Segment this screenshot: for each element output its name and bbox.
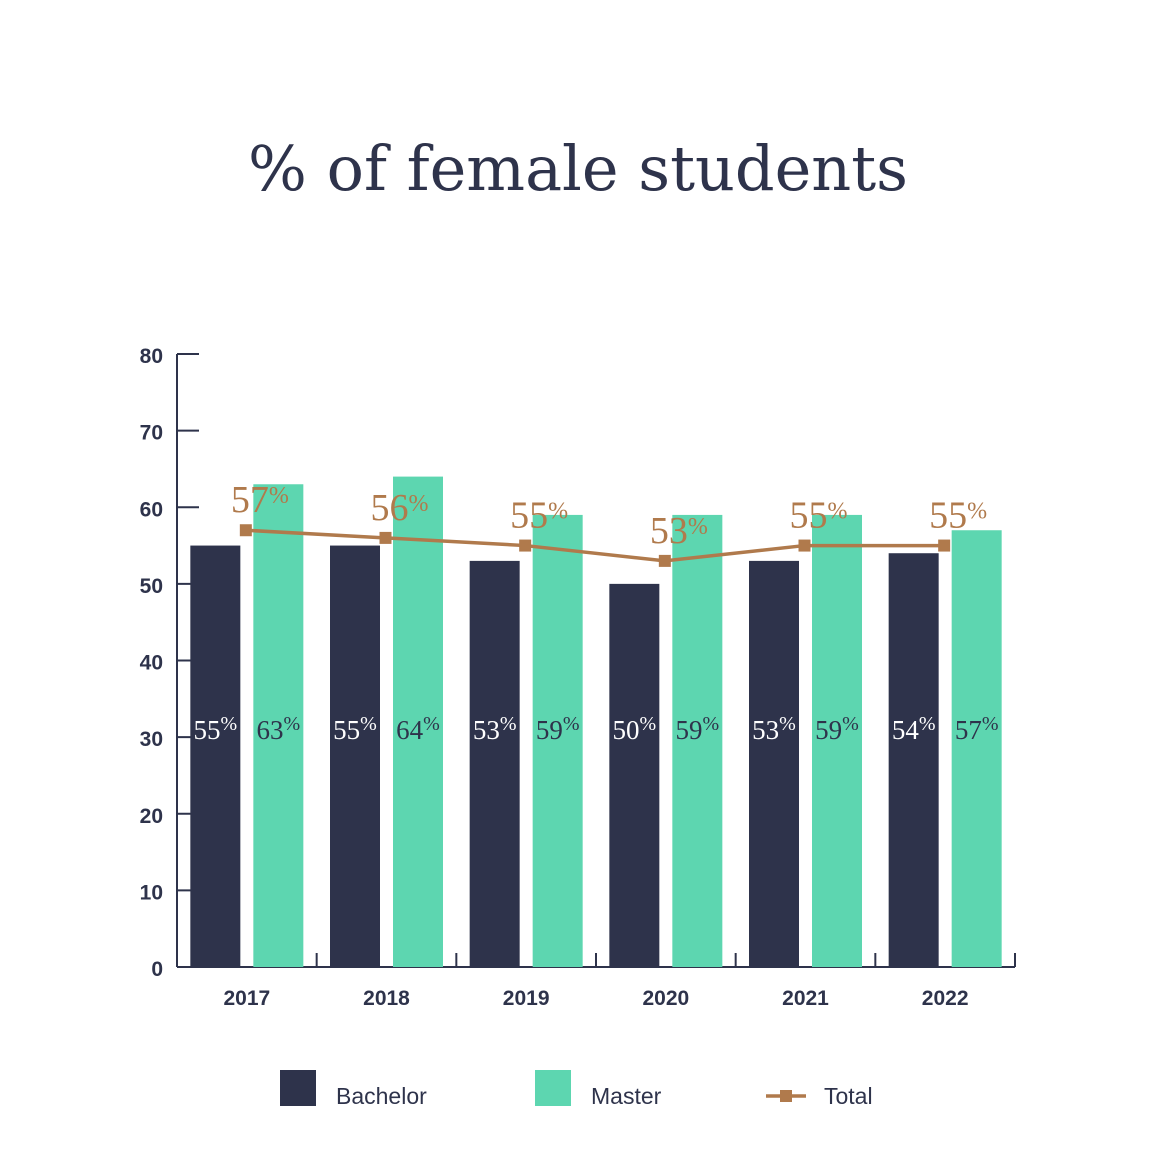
legend-label-bachelor: Bachelor (336, 1083, 427, 1109)
y-tick-label: 30 (140, 728, 163, 751)
bar-master-2020 (672, 514, 723, 967)
bar-bachelor-2022 (888, 553, 939, 967)
bar-master-2022 (951, 530, 1002, 967)
legend-swatch-master (535, 1070, 571, 1106)
legend-swatch-marker-total (780, 1090, 792, 1102)
total-point-2019 (519, 539, 532, 552)
y-tick-label: 80 (140, 345, 163, 368)
x-tick-label: 2017 (223, 987, 270, 1010)
total-label-2022: 55% (929, 495, 987, 537)
y-tick-label: 70 (140, 422, 163, 445)
legend-label-master: Master (591, 1083, 662, 1109)
bar-bachelor-2018 (330, 545, 380, 967)
data-label-bachelor-2019: 53% (473, 713, 517, 745)
x-tick-label: 2020 (642, 987, 689, 1010)
data-label-bachelor-2022: 54% (892, 713, 936, 745)
bar-bachelor-2021 (749, 560, 799, 967)
data-labels: 55% 63% 55% 64% 53% 59% 50% 59% 53% 59% 54% 57% 57% 5… (193, 479, 998, 745)
data-label-master-2022: 57% (955, 713, 999, 745)
total-label-2019: 55% (510, 495, 568, 537)
y-tick-label: 0 (151, 958, 163, 981)
data-label-bachelor-2018: 55% (333, 713, 377, 745)
data-label-master-2021: 59% (815, 713, 859, 745)
data-label-bachelor-2020: 50% (612, 713, 656, 745)
y-tick-label: 50 (140, 575, 163, 598)
legend-swatch-bachelor (280, 1070, 316, 1106)
total-label-2021: 55% (790, 495, 848, 537)
data-label-master-2018: 64% (396, 713, 440, 745)
total-line (245, 528, 945, 563)
total-point-2022 (938, 539, 951, 552)
total-label-2020: 53% (650, 510, 708, 552)
total-label-2017: 57% (231, 479, 289, 521)
bar-bachelor-2020 (609, 583, 660, 967)
data-label-master-2019: 59% (536, 713, 580, 745)
total-line-series (239, 524, 951, 567)
y-tick-label: 20 (140, 805, 163, 828)
chart-legend: Bachelor Master Total (280, 1070, 873, 1109)
x-tick-label: 2021 (782, 987, 829, 1010)
total-point-2021 (798, 539, 811, 552)
y-tick-label: 10 (140, 881, 163, 904)
data-label-master-2020: 59% (675, 713, 719, 745)
bar-bachelor-2019 (469, 560, 520, 967)
x-tick-label: 2019 (503, 987, 550, 1010)
chart-title: % of female students (248, 132, 908, 205)
bar-series (190, 476, 1002, 967)
total-point-2020 (658, 554, 671, 567)
total-point-2017 (239, 524, 252, 537)
bar-master-2019 (532, 514, 583, 967)
bar-master-2018 (393, 476, 443, 967)
x-tick-label: 2022 (922, 987, 969, 1010)
x-tick-label: 2018 (363, 987, 410, 1010)
bar-bachelor-2017 (190, 545, 241, 967)
bar-master-2017 (253, 484, 304, 967)
data-label-bachelor-2021: 53% (752, 713, 796, 745)
data-label-bachelor-2017: 55% (193, 713, 237, 745)
data-label-master-2017: 63% (256, 713, 300, 745)
total-point-2018 (379, 531, 392, 544)
legend-label-total: Total (824, 1083, 873, 1109)
y-tick-label: 40 (140, 652, 163, 675)
total-label-2018: 56% (371, 487, 429, 529)
chart-axes: 0 10 20 30 40 50 60 70 80 2017 2018 2019 2020 2021 202… (140, 345, 1016, 1010)
y-tick-label: 60 (140, 498, 163, 521)
bar-master-2021 (812, 514, 862, 967)
